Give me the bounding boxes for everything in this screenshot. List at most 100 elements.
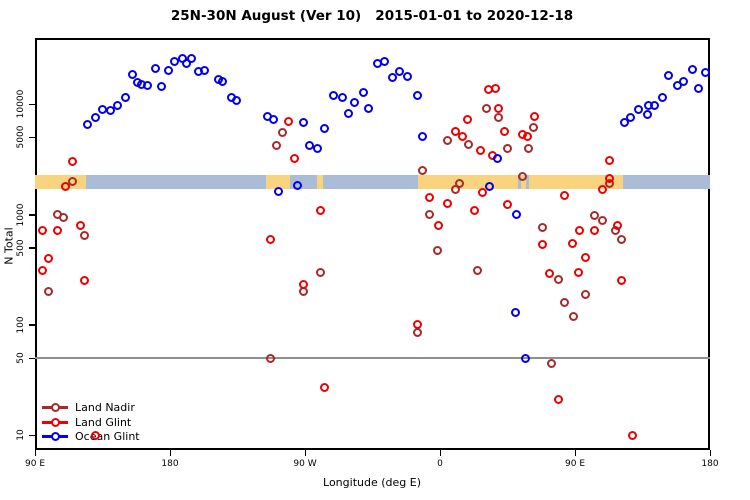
point-land-glint [90, 430, 100, 440]
point-ocean-glint [687, 65, 697, 75]
land-ocean-band-segment-land [521, 174, 527, 189]
point-ocean-glint [113, 100, 123, 110]
point-land-nadir [277, 128, 287, 138]
point-ocean-glint [105, 106, 115, 116]
point-land-glint [530, 111, 540, 121]
point-land-glint [315, 206, 325, 216]
y-tick [29, 214, 35, 216]
point-land-nadir [523, 143, 533, 153]
point-land-glint [573, 267, 583, 277]
point-ocean-glint [412, 90, 422, 100]
point-land-glint [68, 157, 78, 167]
y-tick-label: 100 [16, 316, 26, 334]
point-ocean-glint [657, 93, 667, 103]
x-tick-label: 90 E [565, 459, 585, 469]
point-ocean-glint [510, 307, 520, 317]
x-tick [709, 450, 711, 456]
point-land-nadir [455, 179, 465, 189]
x-tick [439, 450, 441, 456]
x-tick-label: 0 [437, 459, 443, 469]
point-land-nadir [43, 287, 53, 297]
point-land-glint [470, 206, 480, 216]
point-land-glint [43, 253, 53, 263]
legend-circle-marker [51, 417, 60, 427]
point-land-nadir [493, 113, 503, 123]
y-tick [29, 357, 35, 359]
land-ocean-band-segment-ocean [623, 174, 710, 189]
point-land-nadir [425, 210, 435, 220]
point-ocean-glint [120, 93, 130, 103]
y-tick [29, 434, 35, 437]
point-land-glint [38, 225, 48, 235]
point-land-glint [567, 238, 577, 248]
y-axis-label: N Total [2, 227, 16, 265]
point-land-nadir [528, 123, 538, 133]
point-land-nadir [502, 143, 512, 153]
point-ocean-glint [395, 67, 405, 77]
point-ocean-glint [387, 73, 397, 83]
x-tick [34, 450, 36, 456]
point-land-nadir [80, 231, 90, 241]
point-ocean-glint [150, 64, 160, 74]
land-ocean-band-segment-land [266, 174, 290, 189]
point-land-glint [553, 395, 563, 405]
x-tick [169, 450, 171, 456]
y-tick [29, 136, 35, 139]
point-land-glint [412, 320, 422, 330]
point-ocean-glint [633, 105, 643, 115]
point-land-glint [450, 126, 460, 136]
x-tick-label: 90 W [293, 459, 317, 469]
land-ocean-band-segment-land [417, 174, 518, 189]
point-ocean-glint [268, 115, 278, 125]
point-ocean-glint [693, 83, 703, 93]
point-ocean-glint [650, 100, 660, 110]
point-ocean-glint [83, 119, 93, 129]
point-land-glint [37, 266, 47, 276]
point-land-glint [442, 198, 452, 208]
point-land-glint [605, 174, 615, 184]
point-ocean-glint [338, 92, 348, 102]
land-ocean-band-segment-ocean [518, 174, 521, 189]
point-ocean-glint [200, 66, 210, 76]
point-ocean-glint [358, 87, 368, 97]
point-land-glint [612, 221, 622, 231]
point-land-glint [60, 181, 70, 191]
reference-line-50 [35, 357, 710, 359]
point-land-nadir [568, 311, 578, 321]
x-tick-label: 180 [701, 459, 719, 469]
point-land-glint [503, 200, 513, 210]
point-land-glint [462, 115, 472, 125]
point-ocean-glint [312, 143, 322, 153]
point-ocean-glint [380, 56, 390, 66]
point-ocean-glint [186, 54, 196, 64]
point-land-nadir [560, 297, 570, 307]
point-ocean-glint [642, 110, 652, 120]
point-land-glint [617, 276, 627, 286]
point-land-nadir [517, 172, 527, 182]
point-land-nadir [537, 222, 547, 232]
point-ocean-glint [293, 180, 303, 190]
point-land-glint [537, 240, 547, 250]
point-land-glint [575, 225, 585, 235]
point-ocean-glint [328, 90, 338, 100]
point-ocean-glint [350, 98, 360, 108]
legend-label: Land Glint [75, 415, 132, 429]
point-land-glint [560, 190, 570, 200]
point-ocean-glint [231, 95, 241, 105]
point-ocean-glint [90, 113, 100, 123]
point-ocean-glint [273, 186, 283, 196]
point-ocean-glint [217, 76, 227, 86]
point-land-nadir [463, 140, 473, 150]
point-land-nadir [58, 213, 68, 223]
point-land-glint [580, 252, 590, 262]
point-land-nadir [546, 358, 556, 368]
x-axis-label: Longitude (deg E) [323, 476, 421, 489]
y-tick-label: 5000 [16, 125, 26, 149]
point-ocean-glint [142, 81, 152, 91]
legend-label: Land Nadir [75, 401, 135, 414]
x-tick [574, 450, 576, 456]
point-ocean-glint [700, 68, 710, 78]
y-tick [29, 324, 35, 326]
legend-label: Ocean Glint [75, 430, 140, 443]
